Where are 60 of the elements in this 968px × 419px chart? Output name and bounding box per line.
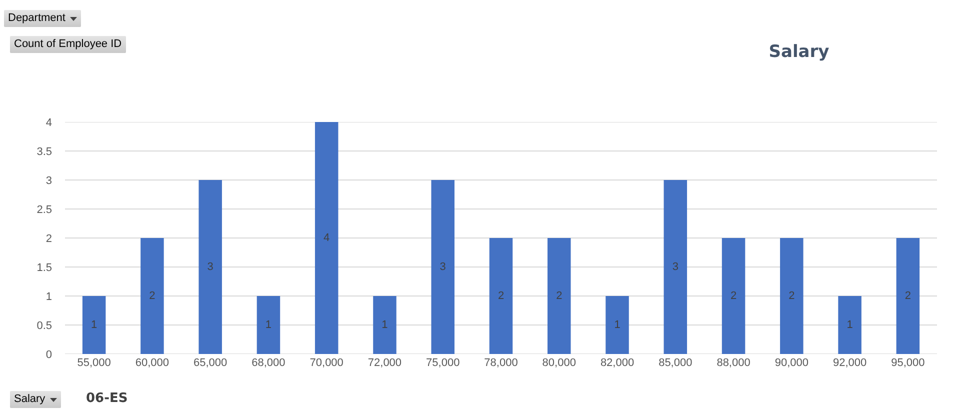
bar: [431, 180, 454, 354]
filter-field-button: Department: [4, 10, 82, 27]
y-tick-label: 0: [46, 348, 52, 361]
data-label: 2: [556, 290, 562, 302]
x-tick-label: 85,000: [658, 357, 692, 369]
bar: [314, 122, 338, 354]
bar: [373, 296, 396, 354]
data-label: 2: [498, 290, 504, 302]
data-label: 4: [324, 232, 330, 244]
data-label: 2: [149, 290, 156, 302]
y-tick-label: 1: [46, 290, 52, 303]
x-tick-label: 90,000: [774, 357, 808, 369]
bar: [896, 238, 920, 354]
data-label: 1: [846, 319, 853, 331]
x-tick-label: 80,000: [542, 357, 576, 369]
x-tick-label: 68,000: [252, 357, 286, 369]
x-tick-label: 70,000: [310, 357, 344, 369]
data-label: 3: [207, 261, 214, 273]
x-tick-label: 82,000: [600, 357, 634, 369]
y-tick-label: 2: [46, 232, 52, 245]
x-tick-label: 60,000: [135, 357, 170, 369]
data-label: 3: [440, 261, 446, 273]
chart-title: Salary: [768, 42, 830, 62]
bar: [838, 296, 862, 354]
y-tick-label: 3: [46, 174, 52, 187]
y-tick-label: 1.5: [36, 262, 52, 274]
x-tick-label: 88,000: [716, 357, 750, 369]
y-tick-label: 0.5: [36, 320, 52, 332]
x-tick-label: 95,000: [891, 357, 925, 369]
bar: [664, 180, 688, 354]
data-label: 2: [788, 290, 795, 302]
value-field-button: Count of Employee ID: [10, 36, 126, 53]
data-label: 1: [382, 319, 388, 331]
axis-field-button: Salary: [10, 391, 62, 408]
x-tick-label: 55,000: [77, 357, 111, 369]
y-tick-label: 2.5: [36, 204, 52, 216]
data-label: 2: [904, 290, 911, 302]
data-label: 1: [91, 319, 98, 331]
bar: [722, 238, 746, 354]
text: 06-ES: [86, 391, 128, 406]
y-tick-label: 3.5: [36, 146, 52, 158]
bar: [780, 238, 804, 354]
x-tick-label: 75,000: [426, 357, 460, 369]
bar: [256, 296, 280, 354]
x-tick-label: 65,000: [194, 357, 228, 369]
data-label: 2: [730, 290, 737, 302]
bar: [140, 238, 164, 354]
bar: [489, 238, 513, 354]
x-axis-title: Salary: [14, 392, 46, 407]
x-tick-label: 78,000: [484, 357, 518, 369]
bar: [606, 296, 629, 354]
y-tick-label: 4: [46, 116, 52, 129]
x-tick-label: 72,000: [368, 357, 402, 369]
data-label: 3: [672, 261, 678, 273]
x-tick-label: 92,000: [832, 357, 867, 369]
bar: [548, 238, 571, 354]
bar: [82, 296, 106, 354]
bar: [198, 180, 222, 354]
data-label: 1: [265, 319, 272, 331]
data-label: 1: [614, 319, 620, 331]
